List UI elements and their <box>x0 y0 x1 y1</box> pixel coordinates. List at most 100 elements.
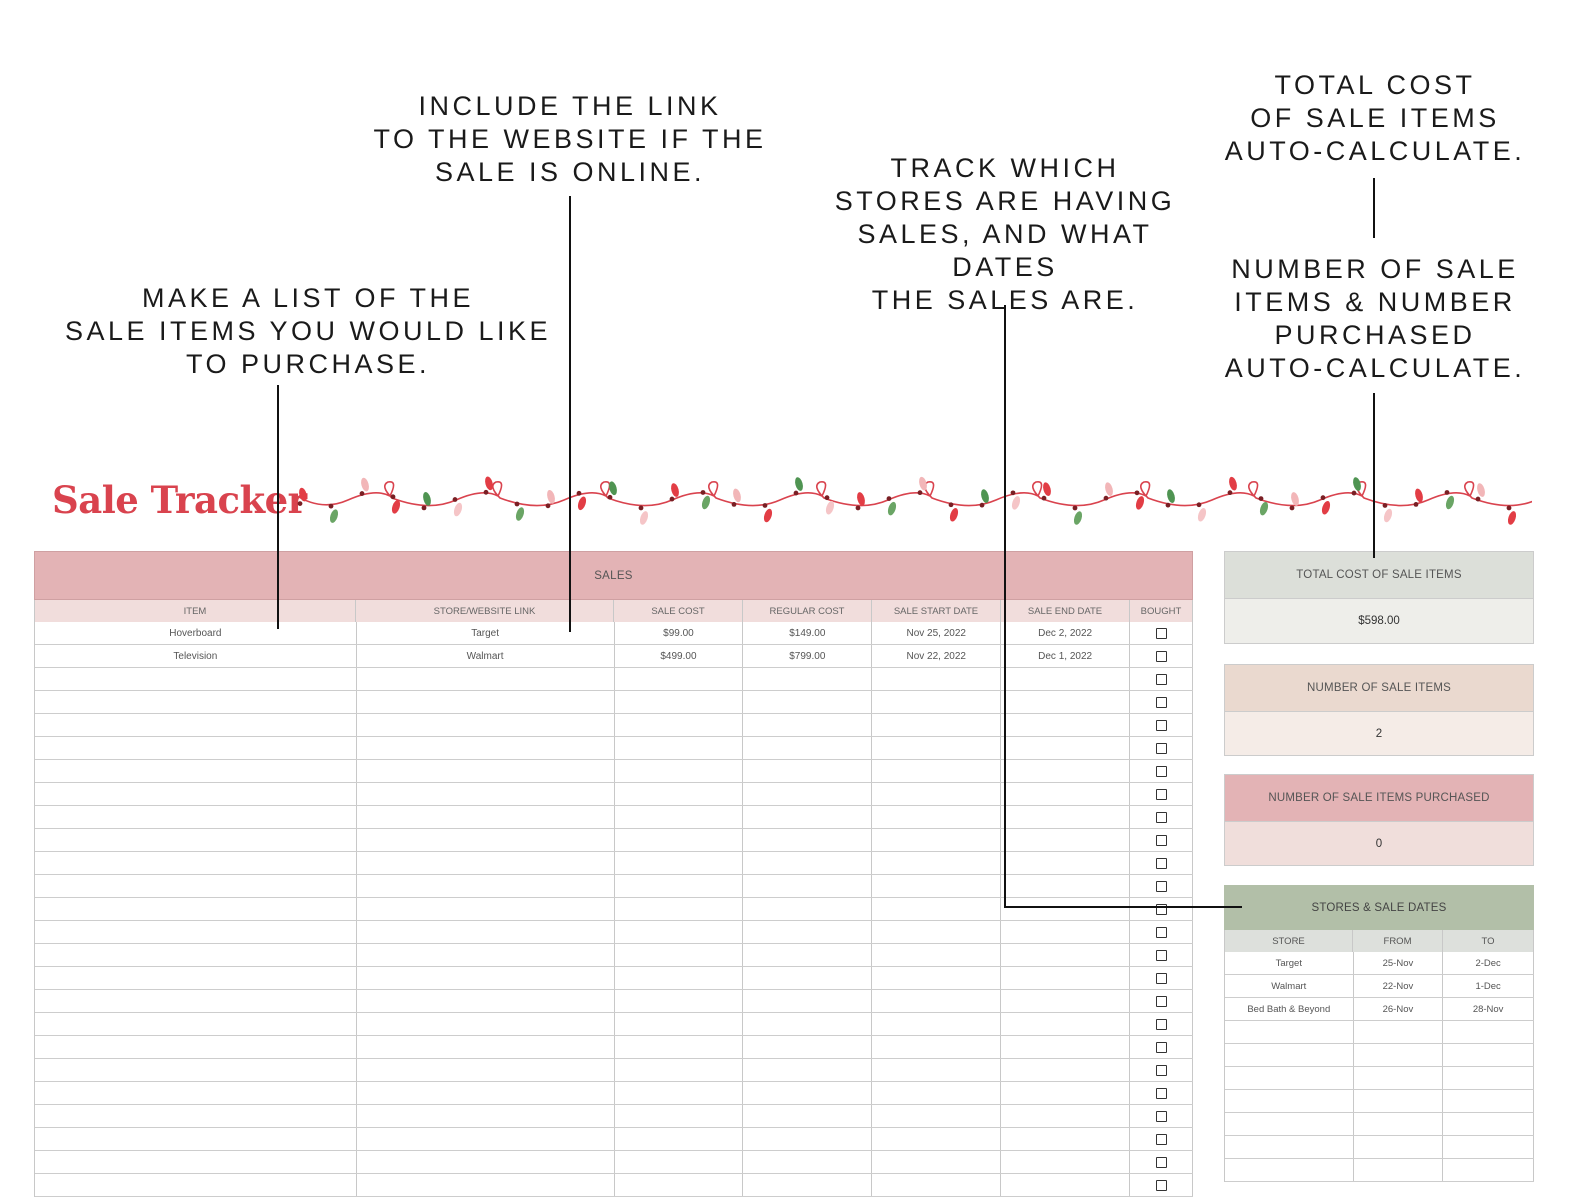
start-date-cell[interactable] <box>872 783 1002 805</box>
bought-checkbox[interactable] <box>1155 696 1167 708</box>
start-date-cell[interactable] <box>872 852 1002 874</box>
sale-cost-cell[interactable] <box>615 1082 744 1104</box>
item-cell[interactable] <box>35 1105 357 1127</box>
end-date-cell[interactable]: Dec 2, 2022 <box>1001 622 1131 644</box>
from-date-cell[interactable]: 22-Nov <box>1354 975 1444 997</box>
start-date-cell[interactable] <box>872 1013 1002 1035</box>
bought-checkbox[interactable] <box>1155 834 1167 846</box>
start-date-cell[interactable] <box>872 1059 1002 1081</box>
start-date-cell[interactable] <box>872 829 1002 851</box>
sale-cost-cell[interactable]: $99.00 <box>615 622 744 644</box>
sale-cost-cell[interactable] <box>615 921 744 943</box>
sale-cost-cell[interactable] <box>615 737 744 759</box>
bought-checkbox[interactable] <box>1155 880 1167 892</box>
store-cell[interactable] <box>357 783 615 805</box>
from-date-cell[interactable] <box>1354 1067 1444 1089</box>
item-cell[interactable] <box>35 691 357 713</box>
start-date-cell[interactable] <box>872 1128 1002 1150</box>
store-cell[interactable] <box>357 806 615 828</box>
from-date-cell[interactable] <box>1354 1044 1444 1066</box>
sale-cost-cell[interactable] <box>615 783 744 805</box>
from-date-cell[interactable]: 25-Nov <box>1354 952 1444 974</box>
item-cell[interactable]: Hoverboard <box>35 622 357 644</box>
to-date-cell[interactable] <box>1443 1113 1534 1135</box>
regular-cost-cell[interactable] <box>743 806 873 828</box>
store-name-cell[interactable] <box>1225 1044 1354 1066</box>
start-date-cell[interactable] <box>872 668 1002 690</box>
start-date-cell[interactable] <box>872 714 1002 736</box>
regular-cost-cell[interactable] <box>743 898 873 920</box>
regular-cost-cell[interactable] <box>743 737 873 759</box>
end-date-cell[interactable] <box>1001 1174 1131 1196</box>
sale-cost-cell[interactable] <box>615 691 744 713</box>
start-date-cell[interactable] <box>872 806 1002 828</box>
start-date-cell[interactable] <box>872 944 1002 966</box>
sale-cost-cell[interactable] <box>615 1036 744 1058</box>
store-cell[interactable] <box>357 1174 615 1196</box>
start-date-cell[interactable] <box>872 898 1002 920</box>
bought-checkbox[interactable] <box>1155 1087 1167 1099</box>
store-cell[interactable] <box>357 829 615 851</box>
regular-cost-cell[interactable] <box>743 967 873 989</box>
to-date-cell[interactable] <box>1443 1067 1534 1089</box>
store-cell[interactable] <box>357 714 615 736</box>
store-cell[interactable] <box>357 1059 615 1081</box>
end-date-cell[interactable] <box>1001 875 1131 897</box>
bought-checkbox[interactable] <box>1155 811 1167 823</box>
to-date-cell[interactable] <box>1443 1021 1534 1043</box>
start-date-cell[interactable] <box>872 1151 1002 1173</box>
regular-cost-cell[interactable] <box>743 691 873 713</box>
start-date-cell[interactable] <box>872 1174 1002 1196</box>
regular-cost-cell[interactable] <box>743 668 873 690</box>
bought-checkbox[interactable] <box>1155 1156 1167 1168</box>
store-cell[interactable] <box>357 1082 615 1104</box>
end-date-cell[interactable] <box>1001 1105 1131 1127</box>
store-name-cell[interactable]: Bed Bath & Beyond <box>1225 998 1354 1020</box>
bought-checkbox[interactable] <box>1155 1133 1167 1145</box>
item-cell[interactable] <box>35 714 357 736</box>
bought-checkbox[interactable] <box>1155 995 1167 1007</box>
sale-cost-cell[interactable] <box>615 967 744 989</box>
regular-cost-cell[interactable] <box>743 760 873 782</box>
regular-cost-cell[interactable] <box>743 1059 873 1081</box>
regular-cost-cell[interactable] <box>743 921 873 943</box>
from-date-cell[interactable]: 26-Nov <box>1354 998 1444 1020</box>
store-cell[interactable] <box>357 944 615 966</box>
from-date-cell[interactable] <box>1354 1136 1444 1158</box>
start-date-cell[interactable]: Nov 22, 2022 <box>872 645 1002 667</box>
start-date-cell[interactable] <box>872 691 1002 713</box>
sale-cost-cell[interactable] <box>615 898 744 920</box>
start-date-cell[interactable] <box>872 1082 1002 1104</box>
end-date-cell[interactable] <box>1001 1059 1131 1081</box>
bought-checkbox[interactable] <box>1155 788 1167 800</box>
bought-checkbox[interactable] <box>1155 1179 1167 1191</box>
regular-cost-cell[interactable] <box>743 1105 873 1127</box>
regular-cost-cell[interactable] <box>743 829 873 851</box>
bought-checkbox[interactable] <box>1155 926 1167 938</box>
item-cell[interactable] <box>35 944 357 966</box>
to-date-cell[interactable]: 1-Dec <box>1443 975 1534 997</box>
bought-checkbox[interactable] <box>1155 765 1167 777</box>
sale-cost-cell[interactable] <box>615 1059 744 1081</box>
item-cell[interactable] <box>35 1082 357 1104</box>
store-cell[interactable] <box>357 760 615 782</box>
item-cell[interactable] <box>35 967 357 989</box>
item-cell[interactable] <box>35 760 357 782</box>
end-date-cell[interactable] <box>1001 967 1131 989</box>
item-cell[interactable] <box>35 898 357 920</box>
item-cell[interactable] <box>35 737 357 759</box>
regular-cost-cell[interactable]: $799.00 <box>743 645 873 667</box>
store-cell[interactable] <box>357 1036 615 1058</box>
store-name-cell[interactable]: Walmart <box>1225 975 1354 997</box>
bought-checkbox[interactable] <box>1155 1041 1167 1053</box>
start-date-cell[interactable] <box>872 875 1002 897</box>
bought-checkbox[interactable] <box>1155 857 1167 869</box>
bought-checkbox[interactable] <box>1155 949 1167 961</box>
item-cell[interactable] <box>35 1174 357 1196</box>
store-cell[interactable]: Target <box>357 622 615 644</box>
sale-cost-cell[interactable] <box>615 806 744 828</box>
bought-checkbox[interactable] <box>1155 742 1167 754</box>
bought-checkbox[interactable] <box>1155 1018 1167 1030</box>
regular-cost-cell[interactable] <box>743 1036 873 1058</box>
store-name-cell[interactable] <box>1225 1021 1354 1043</box>
